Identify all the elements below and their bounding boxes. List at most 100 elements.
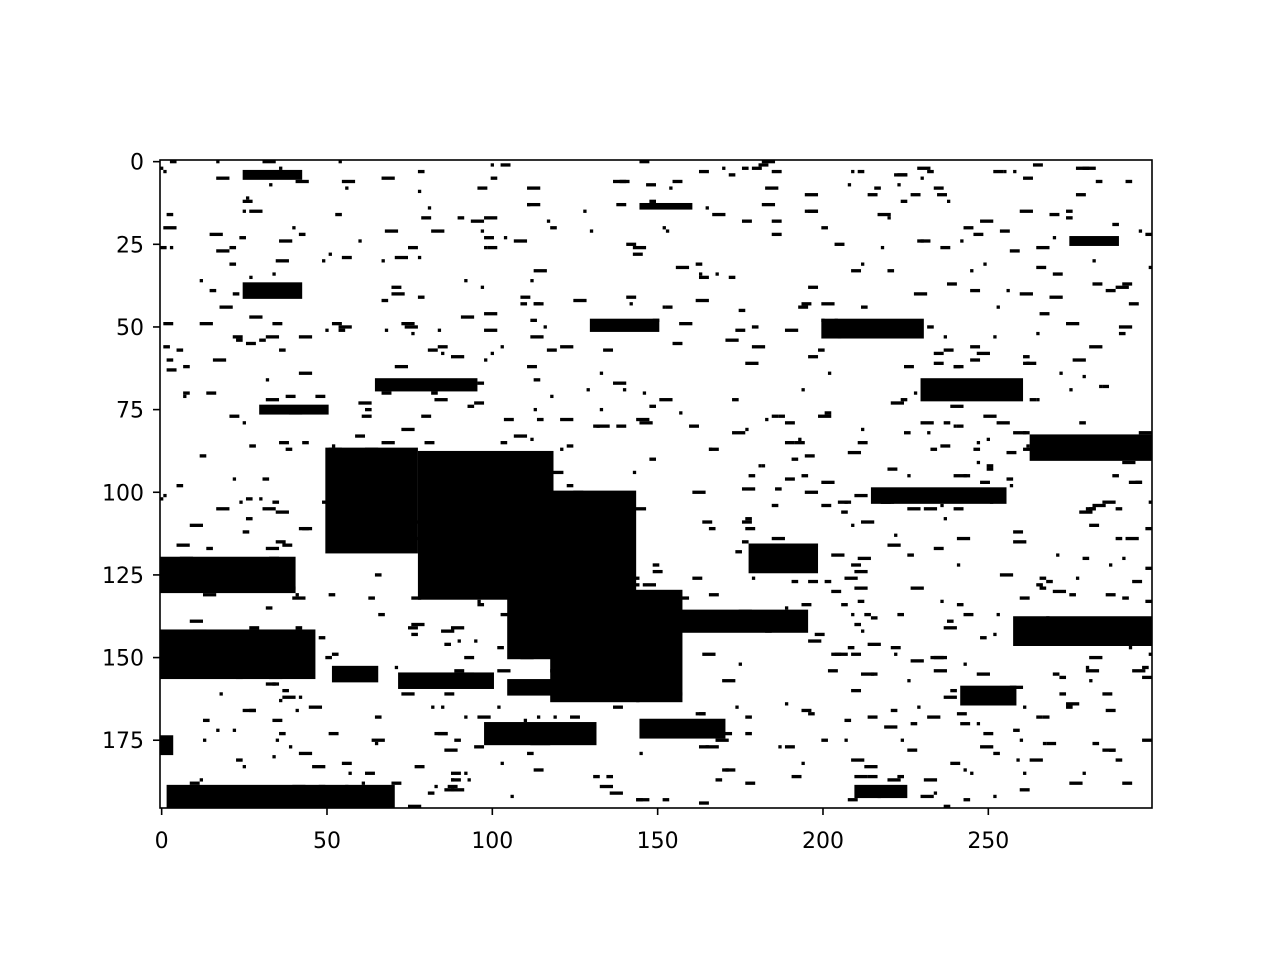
noise-pixel: [841, 603, 848, 607]
noise-pixel: [1059, 675, 1067, 680]
noise-pixel: [566, 735, 577, 739]
noise-pixel: [467, 778, 471, 782]
noise-pixel: [656, 599, 666, 604]
noise-pixel: [715, 738, 729, 742]
noise-pixel: [520, 573, 524, 577]
noise-pixel: [976, 672, 990, 676]
noise-pixel: [851, 612, 855, 617]
noise-pixel: [460, 315, 475, 319]
noise-pixel: [328, 593, 336, 597]
noise-pixel: [1059, 692, 1067, 696]
noise-pixel: [331, 652, 339, 656]
noise-pixel: [698, 169, 709, 174]
noise-pixel: [500, 612, 514, 617]
noise-pixel: [1109, 563, 1113, 567]
noise-pixel: [1089, 507, 1096, 511]
noise-pixel: [927, 169, 934, 174]
noise-pixel: [401, 692, 415, 696]
noise-pixel: [844, 738, 848, 742]
noise-pixel: [1052, 672, 1060, 676]
noise-pixel: [745, 361, 759, 365]
noise-pixel: [216, 176, 230, 180]
noise-pixel: [292, 596, 306, 600]
noise-pixel: [861, 262, 865, 266]
noise-pixel: [401, 427, 415, 432]
noise-pixel: [189, 619, 203, 623]
noise-pixel: [722, 626, 733, 630]
noise-pixel: [497, 705, 501, 709]
noise-pixel: [907, 748, 918, 752]
noise-pixel: [953, 424, 957, 428]
noise-pixel: [279, 441, 289, 445]
noise-pixel: [956, 563, 961, 567]
noise-pixel: [193, 665, 197, 670]
noise-pixel: [527, 457, 537, 461]
x-axis: 0 50 100 150 200 250: [155, 808, 1009, 854]
noise-pixel: [695, 262, 703, 266]
noise-pixel: [649, 199, 656, 203]
noise-pixel: [275, 510, 289, 514]
noise-pixel: [927, 431, 931, 435]
noise-pixel: [1132, 579, 1143, 584]
x-tick-label: 150: [637, 829, 679, 854]
noise-pixel: [927, 325, 934, 329]
noise-pixel: [441, 705, 445, 709]
noise-pixel: [976, 722, 981, 726]
noise-pixel: [285, 649, 293, 653]
noise-pixel: [599, 407, 604, 412]
noise-pixel: [695, 298, 709, 303]
noise-pixel: [973, 447, 981, 451]
noise-pixel: [341, 179, 356, 184]
noise-pixel: [295, 626, 303, 630]
noise-pixel: [765, 417, 769, 422]
noise-pixel: [404, 536, 418, 541]
noise-pixel: [857, 599, 865, 604]
noise-pixel: [973, 388, 977, 392]
noise-pixel: [632, 252, 643, 256]
noise-pixel: [923, 778, 938, 782]
noise-pixel: [374, 573, 382, 577]
noise-pixel: [745, 715, 752, 719]
noise-pixel: [771, 232, 782, 237]
noise-pixel: [1069, 388, 1073, 392]
noise-pixel: [741, 219, 752, 223]
noise-pixel: [649, 404, 656, 408]
dark-region: [331, 665, 379, 683]
noise-pixel: [824, 579, 832, 584]
noise-pixel: [553, 715, 557, 719]
noise-pixel: [229, 262, 237, 266]
noise-pixel: [460, 672, 475, 676]
noise-pixel: [384, 328, 389, 332]
noise-pixel: [854, 493, 868, 498]
noise-pixel: [626, 295, 637, 299]
noise-pixel: [732, 398, 739, 402]
noise-pixel: [450, 626, 465, 630]
noise-pixel: [1102, 692, 1113, 696]
y-tick-label: 125: [102, 564, 144, 589]
noise-pixel: [513, 239, 528, 243]
noise-pixel: [1049, 295, 1063, 299]
noise-pixel: [758, 163, 769, 167]
noise-pixel: [176, 484, 184, 488]
noise-pixel: [765, 612, 769, 617]
noise-pixel: [603, 563, 610, 567]
noise-pixel: [722, 768, 736, 772]
noise-pixel: [166, 358, 174, 362]
dark-region: [374, 378, 478, 392]
noise-pixel: [801, 550, 809, 554]
y-tick-label: 175: [102, 729, 144, 754]
dark-region: [821, 318, 924, 339]
noise-pixel: [765, 186, 779, 190]
noise-pixel: [821, 318, 825, 322]
noise-pixel: [219, 576, 230, 580]
noise-pixel: [596, 424, 610, 428]
noise-pixel: [199, 669, 203, 673]
noise-pixel: [917, 705, 921, 709]
noise-pixel: [381, 470, 389, 475]
noise-pixel: [345, 186, 349, 190]
noise-pixel: [275, 540, 286, 544]
noise-pixel: [457, 216, 465, 220]
noise-pixel: [183, 791, 197, 795]
noise-pixel: [308, 705, 323, 709]
noise-pixel: [976, 441, 981, 445]
